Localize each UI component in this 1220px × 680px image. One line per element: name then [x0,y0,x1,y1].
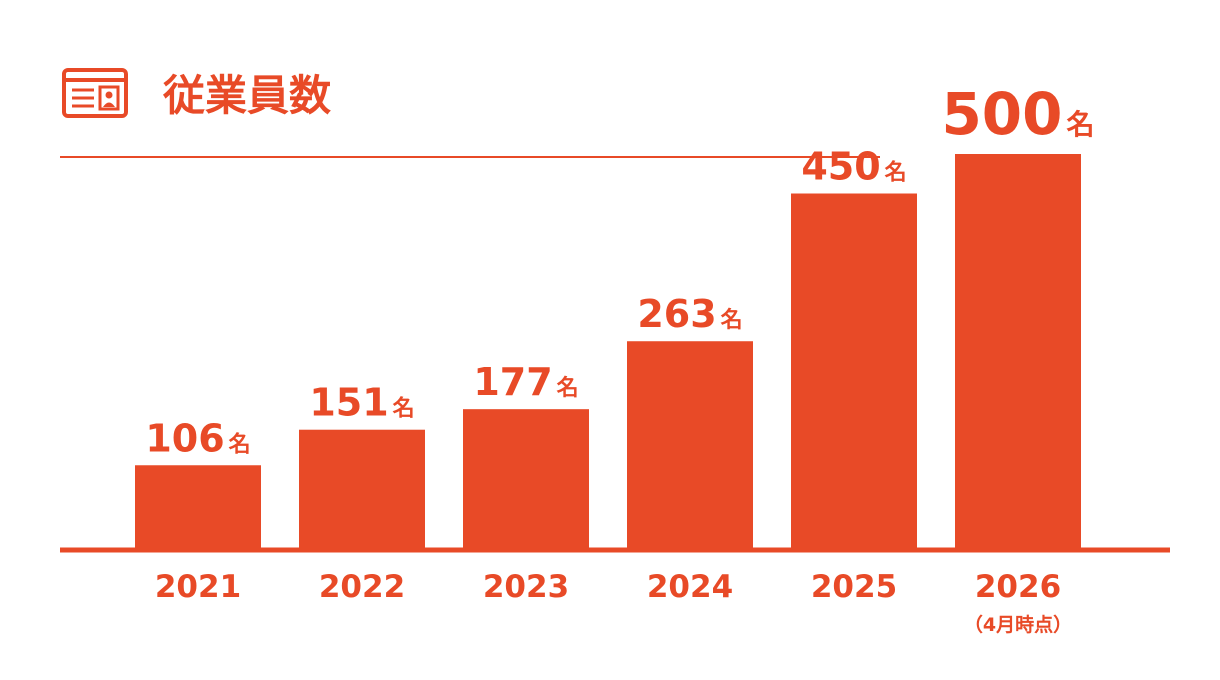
x-tick-label: 2025 [811,569,897,605]
value-number: 151 [309,381,388,425]
value-number: 177 [473,360,552,404]
x-tick-label: 2022 [319,569,405,605]
bar [627,341,753,549]
bar [791,193,917,549]
value-label: 106 名 [145,416,250,460]
value-number: 106 [145,416,224,460]
value-unit: 名 [556,375,579,401]
bar [955,154,1081,549]
value-unit: 名 [1067,108,1095,141]
bar [135,465,261,549]
value-label: 151 名 [309,381,414,425]
value-number: 500 [941,80,1062,148]
title-icon [62,68,128,118]
x-tick-label: 2024 [647,569,733,605]
value-number: 450 [801,145,880,189]
chart-title: 従業員数 [162,71,331,120]
value-label: 177 名 [473,360,578,404]
value-unit: 名 [228,431,251,457]
x-tick-label: 2023 [483,569,569,605]
value-label: 500 名 [941,80,1094,148]
value-unit: 名 [884,160,907,186]
annotation: （4月時点） [964,613,1072,636]
x-tick-label: 2021 [155,569,241,605]
value-unit: 名 [720,307,743,333]
value-label: 450 名 [801,145,906,189]
bar [463,409,589,549]
bar [299,429,425,549]
value-number: 263 [637,292,716,336]
value-label: 263 名 [637,292,742,336]
value-unit: 名 [392,396,415,422]
x-tick-label: 2026 [975,569,1061,605]
